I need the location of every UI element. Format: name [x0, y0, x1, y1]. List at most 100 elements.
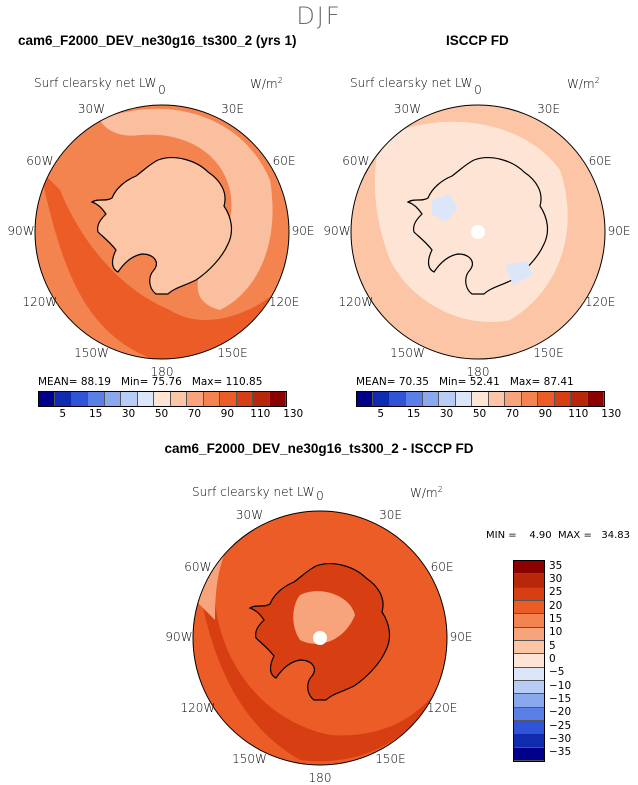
panel2-lon-label: 30W — [393, 101, 422, 116]
panel1-lon-label: 180 — [150, 365, 174, 379]
colorbar-swatch — [406, 392, 423, 406]
colorbar-swatch — [505, 392, 522, 406]
colorbar-tick-label: 130 — [283, 408, 304, 420]
panel3-lon-label: 60E — [430, 559, 454, 574]
panel1-min: 75.76 — [151, 376, 182, 388]
panel1-lon-label: 60E — [272, 153, 296, 168]
colorbar-swatch — [170, 392, 188, 406]
colorbar-swatch — [104, 392, 122, 406]
colorbar-tick-label: 130 — [601, 408, 622, 420]
colorbar-tick-label: 110 — [250, 408, 271, 420]
panel3-strong-sector — [195, 560, 447, 762]
panel2-lon-label: 120E — [584, 294, 616, 309]
colorbar-tick-label: 110 — [568, 408, 589, 420]
panel3-lon-label: 120W — [180, 700, 216, 715]
colorbar-swatch — [514, 680, 544, 695]
colorbar-tick-label: 35 — [549, 559, 563, 572]
colorbar-tick-label: −10 — [549, 679, 572, 692]
colorbar-tick-label: 50 — [472, 408, 487, 420]
colorbar-swatch — [514, 574, 544, 588]
panel2-colorbar — [356, 391, 605, 407]
colorbar-swatch — [514, 720, 544, 735]
colorbar-swatch — [55, 392, 72, 406]
colorbar-tick-label: −30 — [549, 733, 572, 745]
colorbar-swatch — [514, 747, 544, 761]
colorbar-swatch — [455, 392, 473, 406]
panel1-lon-label: 90E — [291, 224, 315, 238]
colorbar-tick-label: 90 — [538, 408, 553, 420]
colorbar-tick-label: −5 — [549, 666, 565, 679]
panel3-map-border — [192, 510, 448, 766]
panel1-continent-field — [100, 108, 273, 310]
panel3-lon-label: 90W — [165, 630, 193, 644]
panel1-mean: 88.19 — [80, 376, 111, 388]
panel3-minmax: MIN = 4.90 MAX = 34.83 — [486, 530, 630, 541]
panel3-variable: Surf clearsky net LW — [192, 485, 315, 499]
colorbar-tick-label: −35 — [549, 746, 572, 759]
colorbar-swatch — [587, 392, 605, 406]
colorbar-swatch — [488, 392, 506, 406]
panel1-lon-label: 90W — [7, 224, 35, 238]
panel2-lon-label: 30E — [537, 101, 560, 116]
panel2-lon-label: 180 — [466, 365, 490, 379]
panel1-lon-label: 150W — [74, 346, 109, 361]
panel1-lon-label: 120W — [22, 294, 58, 309]
colorbar-swatch — [357, 392, 374, 406]
panel3-colorbar — [513, 560, 545, 762]
panel2-lon-label: 150W — [390, 346, 425, 361]
colorbar-tick-label: 70 — [187, 408, 202, 420]
panel2-lon-label: 120W — [338, 294, 374, 309]
colorbar-swatch — [422, 392, 440, 406]
panel1-map-border — [34, 104, 290, 360]
colorbar-swatch — [514, 694, 544, 708]
panel3-lon-label: 180 — [308, 771, 332, 785]
colorbar-swatch — [71, 392, 89, 406]
colorbar-tick-label: 10 — [549, 626, 563, 639]
panel3-title: cam6_F2000_DEV_ne30g16_ts300_2 - ISCCP F… — [164, 441, 474, 456]
colorbar-swatch — [514, 627, 544, 641]
colorbar-swatch — [514, 614, 544, 628]
panel2-mean: 70.35 — [398, 376, 429, 388]
panel2-cool-spot — [432, 194, 458, 222]
panel2-map — [351, 105, 605, 359]
panel1-lon-label: 30E — [221, 101, 244, 116]
colorbar-tick-label: 15 — [88, 408, 103, 420]
panel1-variable: Surf clearsky net LW — [34, 76, 157, 90]
panel3-lon-label: 150W — [232, 752, 267, 767]
colorbar-swatch — [187, 392, 204, 406]
colorbar-tick-label: 5 — [377, 408, 385, 420]
panel2-lon-label: 60W — [342, 153, 370, 168]
colorbar-swatch — [514, 707, 544, 721]
colorbar-tick-label: −20 — [549, 706, 572, 719]
panel2-units: W/m2 — [567, 76, 600, 91]
panel2-lon-label: 90E — [607, 224, 631, 238]
panel3-lon-label: 120E — [426, 700, 458, 715]
colorbar-swatch — [220, 392, 237, 406]
panel1-lon-label: 120E — [268, 294, 300, 309]
colorbar-swatch — [571, 392, 588, 406]
panel3-pole-hole — [313, 631, 327, 645]
panel1-stats: MEAN= 88.19 Min= 75.76 Max= 110.85 — [38, 376, 263, 388]
panel1-max: 110.85 — [225, 376, 263, 388]
colorbar-swatch — [137, 392, 155, 406]
colorbar-tick-label: 20 — [549, 599, 563, 612]
panel1-lon-label: 0 — [158, 83, 166, 97]
colorbar-swatch — [514, 561, 544, 575]
panel2-lon-label: 150E — [533, 346, 564, 361]
panel3-lon-label: 0 — [316, 489, 324, 503]
colorbar-swatch — [439, 392, 456, 406]
panel1-colorbar — [38, 391, 287, 407]
colorbar-tick-label: 30 — [439, 408, 454, 420]
colorbar-tick-label: 30 — [121, 408, 136, 420]
colorbar-swatch — [389, 392, 407, 406]
colorbar-tick-label: 90 — [220, 408, 235, 420]
panel2-map-border — [350, 104, 606, 360]
colorbar-swatch — [514, 587, 544, 601]
panel1-map — [35, 105, 289, 359]
panel2-stats: MEAN= 70.35 Min= 52.41 Max= 87.41 — [356, 376, 574, 388]
panel3-lon-label: 90E — [449, 630, 473, 644]
panel2-title: ISCCP FD — [446, 33, 509, 48]
colorbar-swatch — [521, 392, 539, 406]
colorbar-swatch — [373, 392, 390, 406]
